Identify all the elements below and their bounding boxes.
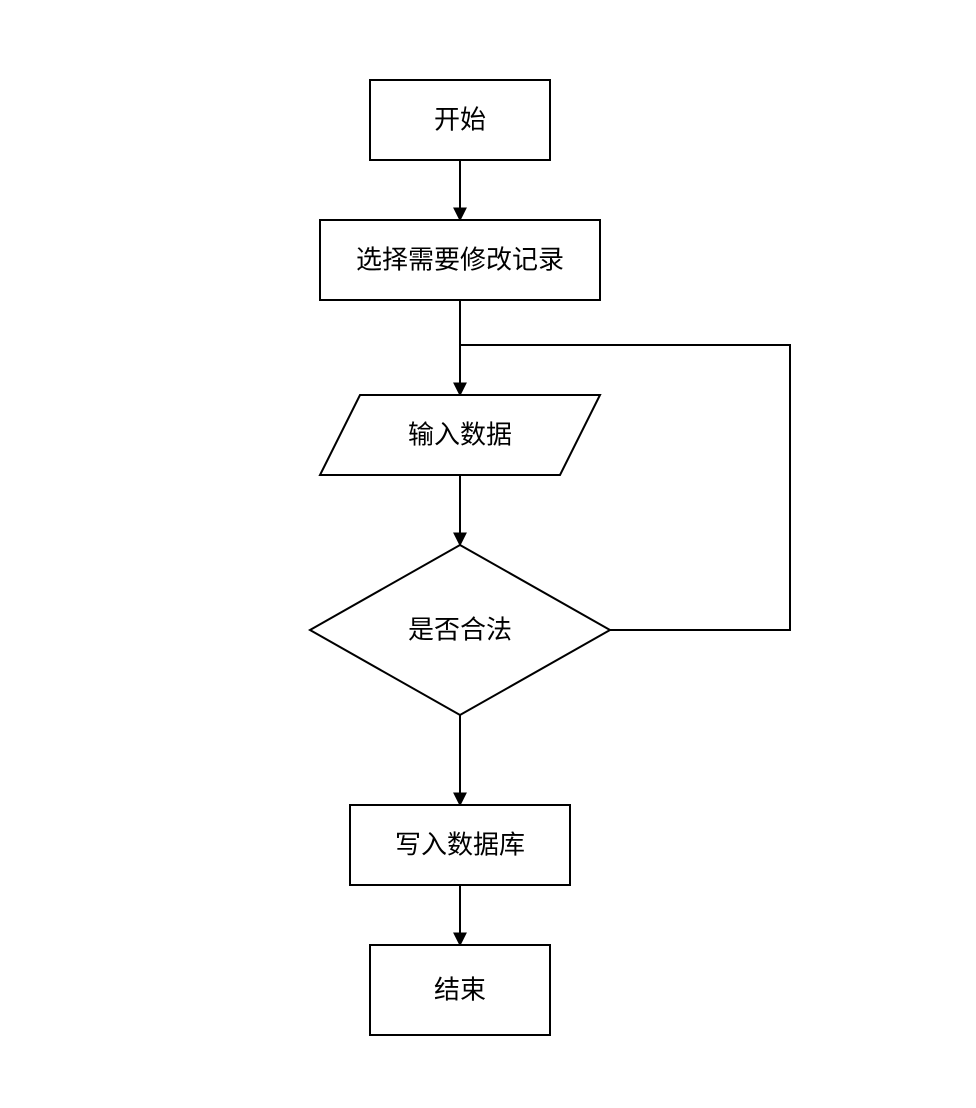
node-write-label: 写入数据库 xyxy=(395,831,525,860)
node-check-label: 是否合法 xyxy=(408,616,512,645)
node-check: 是否合法 xyxy=(310,545,610,715)
node-input-label: 输入数据 xyxy=(408,421,512,450)
node-select-label: 选择需要修改记录 xyxy=(356,246,564,275)
node-start: 开始 xyxy=(370,80,550,160)
node-start-label: 开始 xyxy=(434,106,486,135)
node-write: 写入数据库 xyxy=(350,805,570,885)
flowchart: 开始选择需要修改记录输入数据是否合法写入数据库结束 xyxy=(0,0,976,1108)
node-end-label: 结束 xyxy=(434,976,486,1005)
node-end: 结束 xyxy=(370,945,550,1035)
node-select: 选择需要修改记录 xyxy=(320,220,600,300)
node-input: 输入数据 xyxy=(320,395,600,475)
